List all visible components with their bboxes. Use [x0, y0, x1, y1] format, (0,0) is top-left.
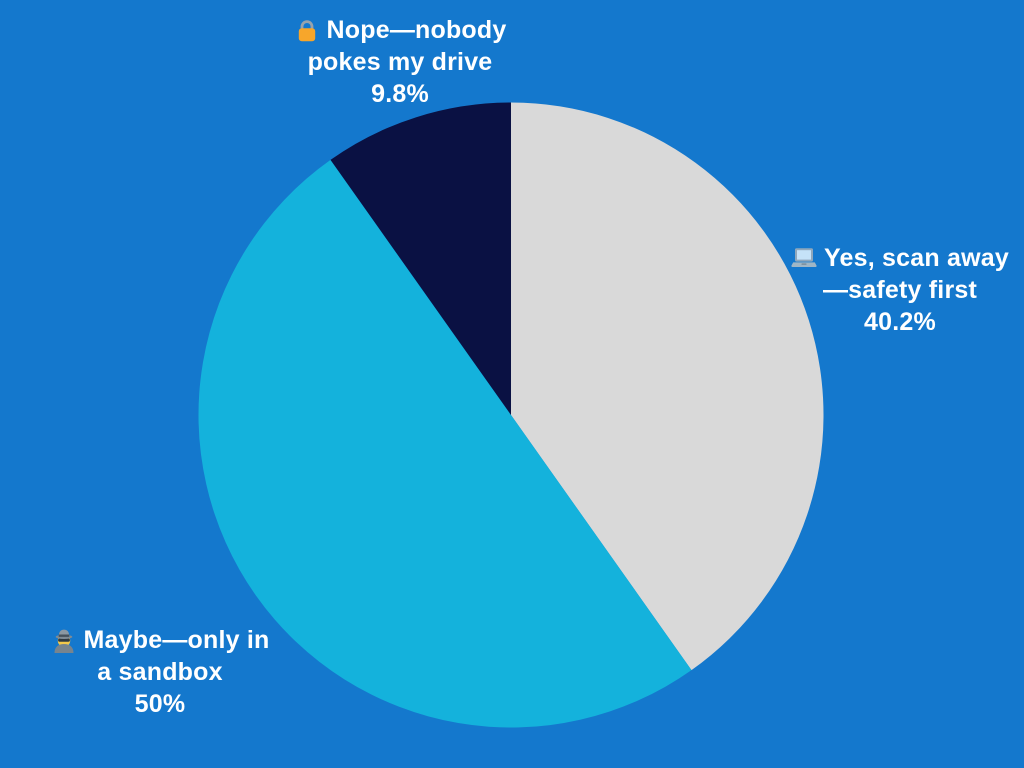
slice-label-yes: Yes, scan away —safety first 40.2% [775, 242, 1024, 338]
pie-slices-group [198, 102, 824, 728]
slice-label-maybe-line1: Maybe—only in [10, 624, 310, 656]
slice-label-yes-line1: Yes, scan away [775, 242, 1024, 274]
slice-label-maybe-text1: Maybe—only in [83, 626, 270, 654]
slice-label-nope-line1: Nope—nobody [250, 14, 550, 46]
pie-slice-0 [511, 102, 824, 671]
detective-icon [51, 627, 77, 653]
slice-label-maybe-pct: 50% [134, 690, 186, 718]
slice-label-nope-pct: 9.8% [371, 80, 429, 108]
slice-label-yes-text1: Yes, scan away [824, 244, 1009, 272]
slice-label-maybe: Maybe—only in a sandbox 50% [10, 624, 310, 720]
pie-slice-1 [198, 159, 692, 728]
laptop-icon [791, 245, 817, 271]
pie-slice-2 [330, 102, 511, 415]
slice-label-maybe-text2: a sandbox [97, 658, 223, 686]
lock-icon [294, 17, 320, 43]
slice-label-nope-text2: pokes my drive [307, 48, 493, 76]
slice-label-nope-text1: Nope—nobody [326, 16, 507, 44]
slice-label-yes-pct: 40.2% [864, 308, 936, 336]
slice-label-yes-text2: —safety first [822, 276, 978, 304]
slice-label-nope: Nope—nobody pokes my drive 9.8% [250, 14, 550, 110]
